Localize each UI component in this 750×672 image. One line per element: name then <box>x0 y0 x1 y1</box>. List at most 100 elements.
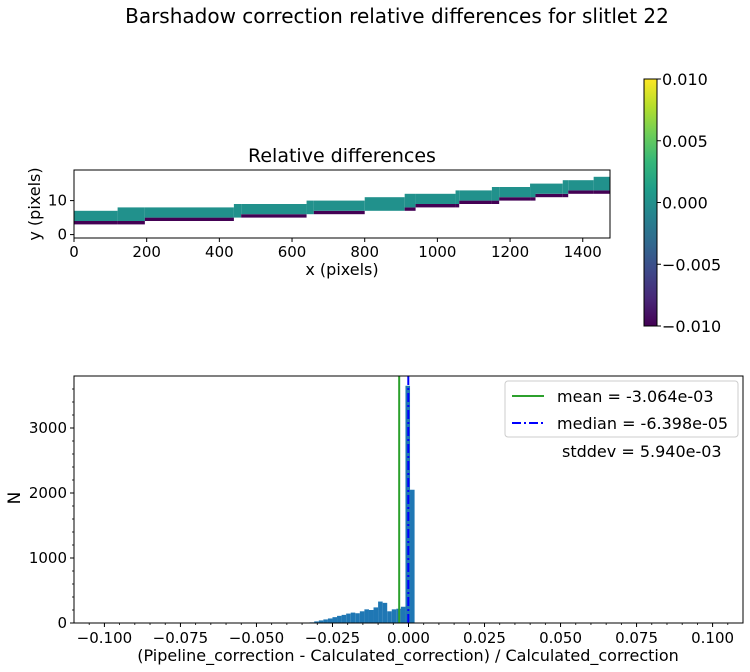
heatmap-band-segment-4 <box>241 204 307 215</box>
histogram-bar <box>314 621 319 623</box>
histogram-bar <box>378 601 383 623</box>
heatmap-x-label: x (pixels) <box>305 260 378 279</box>
heatmap-band-segment-13 <box>499 187 531 198</box>
histogram-bar <box>387 611 392 623</box>
heatmap-y-tick-label: 0 <box>57 226 67 244</box>
heatmap-x-tick-label: 200 <box>132 243 161 261</box>
heatmap-band-segment-10 <box>455 190 460 204</box>
heatmap-band-segment-9 <box>415 193 456 204</box>
heatmap-x-ticks: 0 200 400 600 800 1000 1200 1400 <box>69 238 602 261</box>
histogram-x-tick-label: 0.050 <box>539 629 582 647</box>
histogram-bar <box>346 613 351 623</box>
heatmap-band-segment-12 <box>491 187 500 201</box>
heatmap-low-edge-16 <box>562 193 569 198</box>
histogram-x-tick-label: 0.000 <box>387 629 430 647</box>
heatmap-band-segment-1 <box>117 207 145 221</box>
heatmap-low-edge-2 <box>144 217 234 221</box>
heatmap-band-segment-3 <box>233 204 242 218</box>
colorbar-tick-label: 0.000 <box>662 194 708 213</box>
histogram-x-tick-label: 0.100 <box>691 629 734 647</box>
heatmap-band-segment-8 <box>404 193 416 208</box>
heatmap-band-segment-6 <box>313 200 365 211</box>
histogram-y-tick-label: 1000 <box>29 549 67 567</box>
histogram-bar <box>337 615 342 623</box>
heatmap-x-tick-label: 600 <box>278 243 307 261</box>
legend-median-label: median = -6.398e-05 <box>557 414 728 433</box>
histogram-bar <box>359 611 365 623</box>
heatmap-low-edge-10 <box>455 204 460 208</box>
heatmap-x-tick-label: 1000 <box>418 243 456 261</box>
histogram-y-tick-label: 0 <box>57 614 67 632</box>
histogram-y-label: N <box>5 492 25 505</box>
heatmap-panel: Relative differences 0 200 400 600 800 1000 12… <box>25 145 611 279</box>
heatmap-band-segment-15 <box>535 183 563 194</box>
heatmap-low-edge-9 <box>415 204 456 208</box>
heatmap-band-segment-11 <box>459 190 492 201</box>
heatmap-low-edge-1 <box>117 221 145 225</box>
histogram-x-tick-label: 0.075 <box>615 629 658 647</box>
histogram-x-tick-label: −0.025 <box>305 629 361 647</box>
heatmap-low-edge-8 <box>404 207 416 211</box>
heatmap-band-segment-5 <box>306 200 314 215</box>
heatmap-band-segment-2 <box>144 207 234 218</box>
histogram-bar <box>405 385 411 623</box>
heatmap-y-label: y (pixels) <box>25 167 44 240</box>
heatmap-low-edge-12 <box>491 200 500 204</box>
legend-mean-label: mean = -3.064e-03 <box>557 387 714 406</box>
heatmap-y-ticks: 0 10 <box>48 192 74 244</box>
histogram-bar <box>364 609 369 623</box>
heatmap-low-edge-14 <box>530 197 536 201</box>
heatmap-band-segment-17 <box>568 180 594 191</box>
histogram-x-ticks: −0.100 −0.075 −0.050 −0.025 0.000 0.025 0.050 0… <box>77 623 734 647</box>
histogram-bar <box>373 607 379 623</box>
histogram-bar <box>323 619 328 623</box>
histogram-y-tick-label: 3000 <box>29 419 67 437</box>
histogram-panel: −0.100 −0.075 −0.050 −0.025 0.000 0.025 0.050 0… <box>5 375 744 666</box>
histogram-bar <box>318 620 324 623</box>
heatmap-band-segment-7 <box>364 197 405 211</box>
heatmap-x-tick-label: 1400 <box>564 243 602 261</box>
histogram-bar <box>368 610 374 623</box>
heatmap-y-tick-label: 10 <box>48 192 67 210</box>
colorbar-ticks: 0.010 0.005 0.000 −0.005 −0.010 <box>657 70 721 336</box>
heatmap-x-tick-label: 400 <box>205 243 234 261</box>
heatmap-x-tick-label: 0 <box>69 243 79 261</box>
figure-suptitle: Barshadow correction relative difference… <box>125 4 669 28</box>
colorbar-tick-label: 0.005 <box>662 132 708 151</box>
heatmap-band <box>74 176 610 225</box>
histogram-bar <box>400 606 406 623</box>
colorbar-tick-label: −0.010 <box>662 317 721 336</box>
heatmap-frame <box>73 169 611 239</box>
histogram-x-tick-label: −0.050 <box>229 629 285 647</box>
heatmap-low-edge-6 <box>313 210 365 215</box>
histogram-bar <box>382 602 388 623</box>
heatmap-band-segment-18 <box>593 176 610 191</box>
histogram-bar <box>332 617 338 623</box>
heatmap-band-segment-16 <box>562 180 569 194</box>
histogram-bar <box>410 489 415 623</box>
heatmap-low-edge-0 <box>74 221 118 225</box>
heatmap-low-edge-18 <box>593 190 610 194</box>
colorbar-tick-label: −0.005 <box>662 255 721 274</box>
histogram-bar <box>355 613 360 623</box>
histogram-bar <box>350 612 356 623</box>
histogram-y-ticks: 0 1000 2000 3000 <box>29 388 74 632</box>
histogram-stat-lines <box>398 376 410 623</box>
histogram-legend: mean = -3.064e-03 median = -6.398e-05 <box>504 380 739 438</box>
histogram-x-tick-label: 0.025 <box>463 629 506 647</box>
colorbar-tick-label: 0.010 <box>662 70 708 89</box>
colorbar-gradient <box>644 79 657 326</box>
heatmap-low-edge-13 <box>499 197 531 201</box>
heatmap-x-tick-label: 1200 <box>491 243 529 261</box>
histogram-bar <box>327 618 333 623</box>
colorbar: 0.010 0.005 0.000 −0.005 −0.010 <box>643 70 721 336</box>
stddev-annotation: stddev = 5.940e-03 <box>562 442 722 461</box>
histogram-x-tick-label: −0.100 <box>77 629 133 647</box>
heatmap-band-segment-0 <box>74 210 118 221</box>
histogram-bar <box>391 609 397 623</box>
histogram-y-tick-label: 2000 <box>29 484 67 502</box>
heatmap-low-edge-4 <box>241 214 307 218</box>
heatmap-title: Relative differences <box>248 145 436 167</box>
histogram-x-label: (Pipeline_correction - Calculated_correc… <box>137 646 679 666</box>
